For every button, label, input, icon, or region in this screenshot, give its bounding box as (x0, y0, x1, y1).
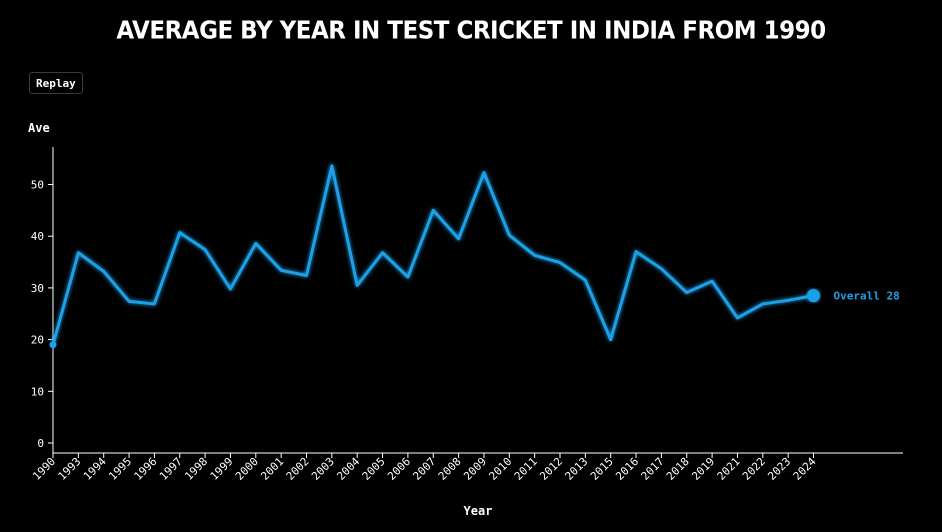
start-point (49, 341, 57, 349)
x-tick-label: 2019 (689, 455, 717, 483)
y-axis-title: Ave (28, 121, 50, 135)
page-title: AVERAGE BY YEAR IN TEST CRICKET IN INDIA… (116, 16, 826, 46)
x-tick-label: 1997 (157, 455, 185, 483)
x-tick-label: 2005 (360, 455, 388, 483)
series-line-ave (51, 164, 815, 347)
x-tick-label: 1990 (30, 455, 58, 483)
x-tick-label: 1996 (132, 455, 160, 483)
x-tick-label: 2007 (410, 455, 438, 483)
x-tick-label: 2002 (284, 455, 312, 483)
overall-label: Overall 28 (834, 290, 900, 303)
x-axis: 1990199319941995199619971998199920002001… (30, 452, 903, 483)
x-tick-label: 2023 (765, 455, 793, 483)
x-tick-label: 2006 (385, 455, 413, 483)
x-tick-label: 1993 (56, 455, 84, 483)
x-axis-title: Year (464, 504, 493, 518)
y-axis: 0 10 20 30 40 50 (31, 147, 54, 453)
y-tick-label: 10 (31, 385, 44, 398)
x-tick-label: 2011 (512, 455, 540, 483)
y-tick-label: 40 (31, 230, 44, 243)
x-tick-label: 2000 (233, 455, 261, 483)
y-tick-label: 50 (31, 179, 44, 192)
x-tick-label: 2022 (740, 455, 768, 483)
x-tick-label: 2010 (486, 455, 514, 483)
x-tick-label: 2015 (588, 455, 616, 483)
overall-point (807, 289, 820, 303)
x-tick-label: 1999 (208, 455, 236, 483)
x-tick-label: 1995 (106, 455, 134, 483)
x-tick-label: 1994 (81, 455, 109, 483)
x-tick-label: 2017 (639, 455, 667, 483)
x-tick-label: 2004 (334, 455, 362, 483)
x-tick-label: 2001 (258, 455, 286, 483)
x-tick-label: 1998 (182, 455, 210, 483)
x-tick-label: 2012 (537, 455, 565, 483)
x-tick-label: 2021 (715, 455, 743, 483)
x-tick-label: 2009 (461, 455, 489, 483)
x-tick-label: 2018 (664, 455, 692, 483)
x-tick-label: 2003 (309, 455, 337, 483)
x-tick-label: 2016 (613, 455, 641, 483)
replay-button[interactable]: Replay (29, 72, 83, 94)
x-tick-label: 2008 (436, 455, 464, 483)
y-tick-label: 20 (31, 334, 44, 347)
y-tick-label: 0 (37, 437, 44, 450)
x-tick-label: 2024 (791, 455, 819, 483)
y-tick-label: 30 (31, 282, 44, 295)
series-group: Overall 28 (49, 164, 900, 349)
x-tick-label: 2013 (563, 455, 591, 483)
